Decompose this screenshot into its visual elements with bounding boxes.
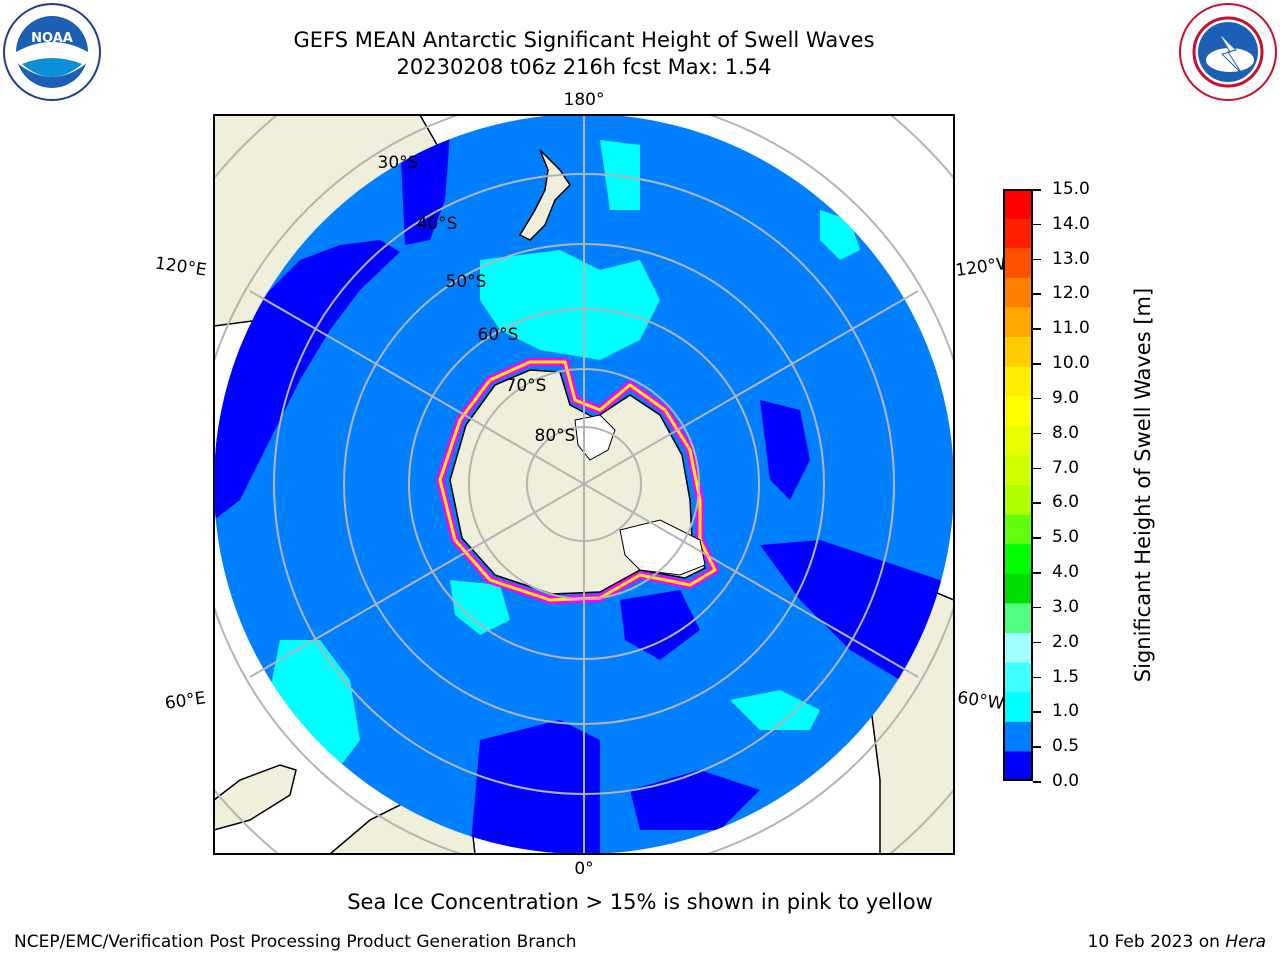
colorbar-segment: [1003, 603, 1033, 634]
lat-label-40s: 40°S: [417, 214, 458, 234]
colorbar-segment: [1003, 337, 1033, 368]
map-frame: [213, 114, 955, 855]
colorbar-tick-mark: [1033, 397, 1041, 400]
colorbar-segment: [1003, 633, 1033, 664]
colorbar-tick-mark: [1033, 467, 1041, 470]
lon-label-0: 0°: [574, 859, 593, 879]
colorbar-label: Significant Height of Swell Waves [m]: [1131, 287, 1155, 683]
colorbar-tick-mark: [1033, 746, 1041, 748]
colorbar-tick-label: 13.0: [1052, 248, 1090, 269]
colorbar-segment: [1003, 692, 1033, 723]
swell-low-south: [630, 770, 760, 830]
ice-shelf-weddell: [619, 519, 706, 576]
colorbar-tick-label: 11.0: [1052, 318, 1090, 339]
polar-map: 180° 0° 120°E 120°W 60°E 60°W 30°S 40°S …: [154, 90, 1015, 879]
colorbar-tick-label: 15.0: [1052, 179, 1090, 199]
colorbar-tick-label: 0.5: [1052, 736, 1080, 757]
colorbar-segment: [1003, 455, 1033, 486]
lat-label-30s: 30°S: [378, 153, 419, 173]
colorbar-tick-mark: [1033, 258, 1041, 261]
colorbar-tick-mark: [1033, 363, 1041, 365]
swell-low-tasman: [400, 135, 450, 245]
footer-branch: NCEP/EMC/Verification Post Processing Pr…: [14, 932, 577, 952]
lon-label-180: 180°: [564, 90, 605, 110]
lat-label-60s: 60°S: [478, 325, 519, 345]
lat-label-80s: 80°S: [535, 426, 576, 446]
lat-label-70s: 70°S: [506, 376, 547, 396]
colorbar-tick-mark: [1033, 189, 1041, 191]
swell-high-se: [730, 690, 820, 730]
lon-label-60w: 60°W: [956, 688, 1005, 714]
colorbar-tick-mark: [1033, 537, 1041, 539]
colorbar-segment: [1003, 544, 1033, 575]
colorbar-tick-mark: [1033, 641, 1041, 644]
colorbar-tick-label: 0.0: [1052, 771, 1080, 791]
colorbar-tick-label: 6.0: [1052, 492, 1080, 513]
colorbar-tick-mark: [1033, 432, 1041, 435]
colorbar-segment: [1003, 307, 1033, 338]
colorbar-segment: [1003, 248, 1033, 279]
colorbar-segment: [1003, 485, 1033, 516]
colorbar-segment: [1003, 277, 1033, 308]
sea-ice-caption: Sea Ice Concentration > 15% is shown in …: [347, 890, 933, 914]
swell-low-east: [760, 540, 954, 700]
lon-label-120e: 120°E: [154, 254, 208, 281]
colorbar-tick-label: 14.0: [1052, 213, 1090, 234]
colorbar-tick-label: 1.0: [1052, 701, 1080, 722]
colorbar-tick-label: 3.0: [1052, 596, 1080, 617]
colorbar-tick-label: 10.0: [1052, 353, 1090, 374]
footer-host: Hera: [1225, 932, 1266, 952]
colorbar-tick-label: 8.0: [1052, 422, 1080, 443]
land-new-zealand: [518, 149, 571, 241]
colorbar-segment: [1003, 218, 1033, 249]
lat-label-50s: 50°S: [446, 272, 487, 292]
colorbar: [1003, 189, 1033, 781]
colorbar-segment: [1003, 751, 1033, 781]
colorbar-tick-label: 7.0: [1052, 457, 1080, 478]
noaa-logo-icon: NOAA: [2, 2, 102, 102]
colorbar-segment: [1003, 366, 1033, 397]
colorbar-segment: [1003, 662, 1033, 693]
swell-high-north: [600, 140, 640, 210]
colorbar-tick-mark: [1033, 781, 1041, 783]
colorbar-segment: [1003, 189, 1033, 220]
colorbar-segment: [1003, 721, 1033, 752]
colorbar-tick-mark: [1033, 223, 1041, 226]
chart-title: GEFS MEAN Antarctic Significant Height o…: [293, 28, 875, 52]
colorbar-tick-label: 5.0: [1052, 527, 1080, 548]
nws-logo-icon: [1178, 2, 1278, 102]
colorbar-tick-label: 1.5: [1052, 666, 1080, 687]
colorbar-tick-mark: [1033, 328, 1041, 330]
chart-subtitle: 20230208 t06z 216h fcst Max: 1.54: [396, 55, 772, 79]
graticule: [214, 115, 954, 854]
swell-low-indian: [214, 240, 400, 520]
colorbar-tick-label: 2.0: [1052, 631, 1080, 652]
colorbar-segment: [1003, 573, 1033, 604]
colorbar-tick-label: 12.0: [1052, 283, 1090, 304]
colorbar-segment: [1003, 425, 1033, 456]
swell-low-drake: [620, 590, 700, 660]
colorbar-segment: [1003, 514, 1033, 545]
swell-low-southatlantic: [470, 720, 600, 854]
swell-high-sw: [270, 640, 360, 780]
swell-low-west: [214, 340, 280, 480]
footer-date-text: 10 Feb 2023 on: [1087, 932, 1226, 952]
colorbar-tick-mark: [1033, 711, 1041, 713]
swell-low-pacific: [760, 400, 810, 500]
colorbar-tick-mark: [1033, 606, 1041, 609]
colorbar-tick-label: 9.0: [1052, 387, 1080, 408]
colorbar-border: [1003, 189, 1033, 781]
footer-date: 10 Feb 2023 on Hera: [1088, 932, 1266, 952]
colorbar-tick-mark: [1033, 676, 1041, 679]
colorbar-tick-mark: [1033, 502, 1041, 504]
colorbar-tick-mark: [1033, 293, 1041, 295]
lon-label-60e: 60°E: [164, 688, 207, 713]
swell-high-mid: [450, 580, 510, 635]
colorbar-tick-label: 4.0: [1052, 562, 1080, 583]
colorbar-segment: [1003, 396, 1033, 427]
svg-text:NOAA: NOAA: [31, 31, 73, 46]
colorbar-tick-mark: [1033, 572, 1041, 574]
swell-high-pacific: [480, 250, 660, 360]
